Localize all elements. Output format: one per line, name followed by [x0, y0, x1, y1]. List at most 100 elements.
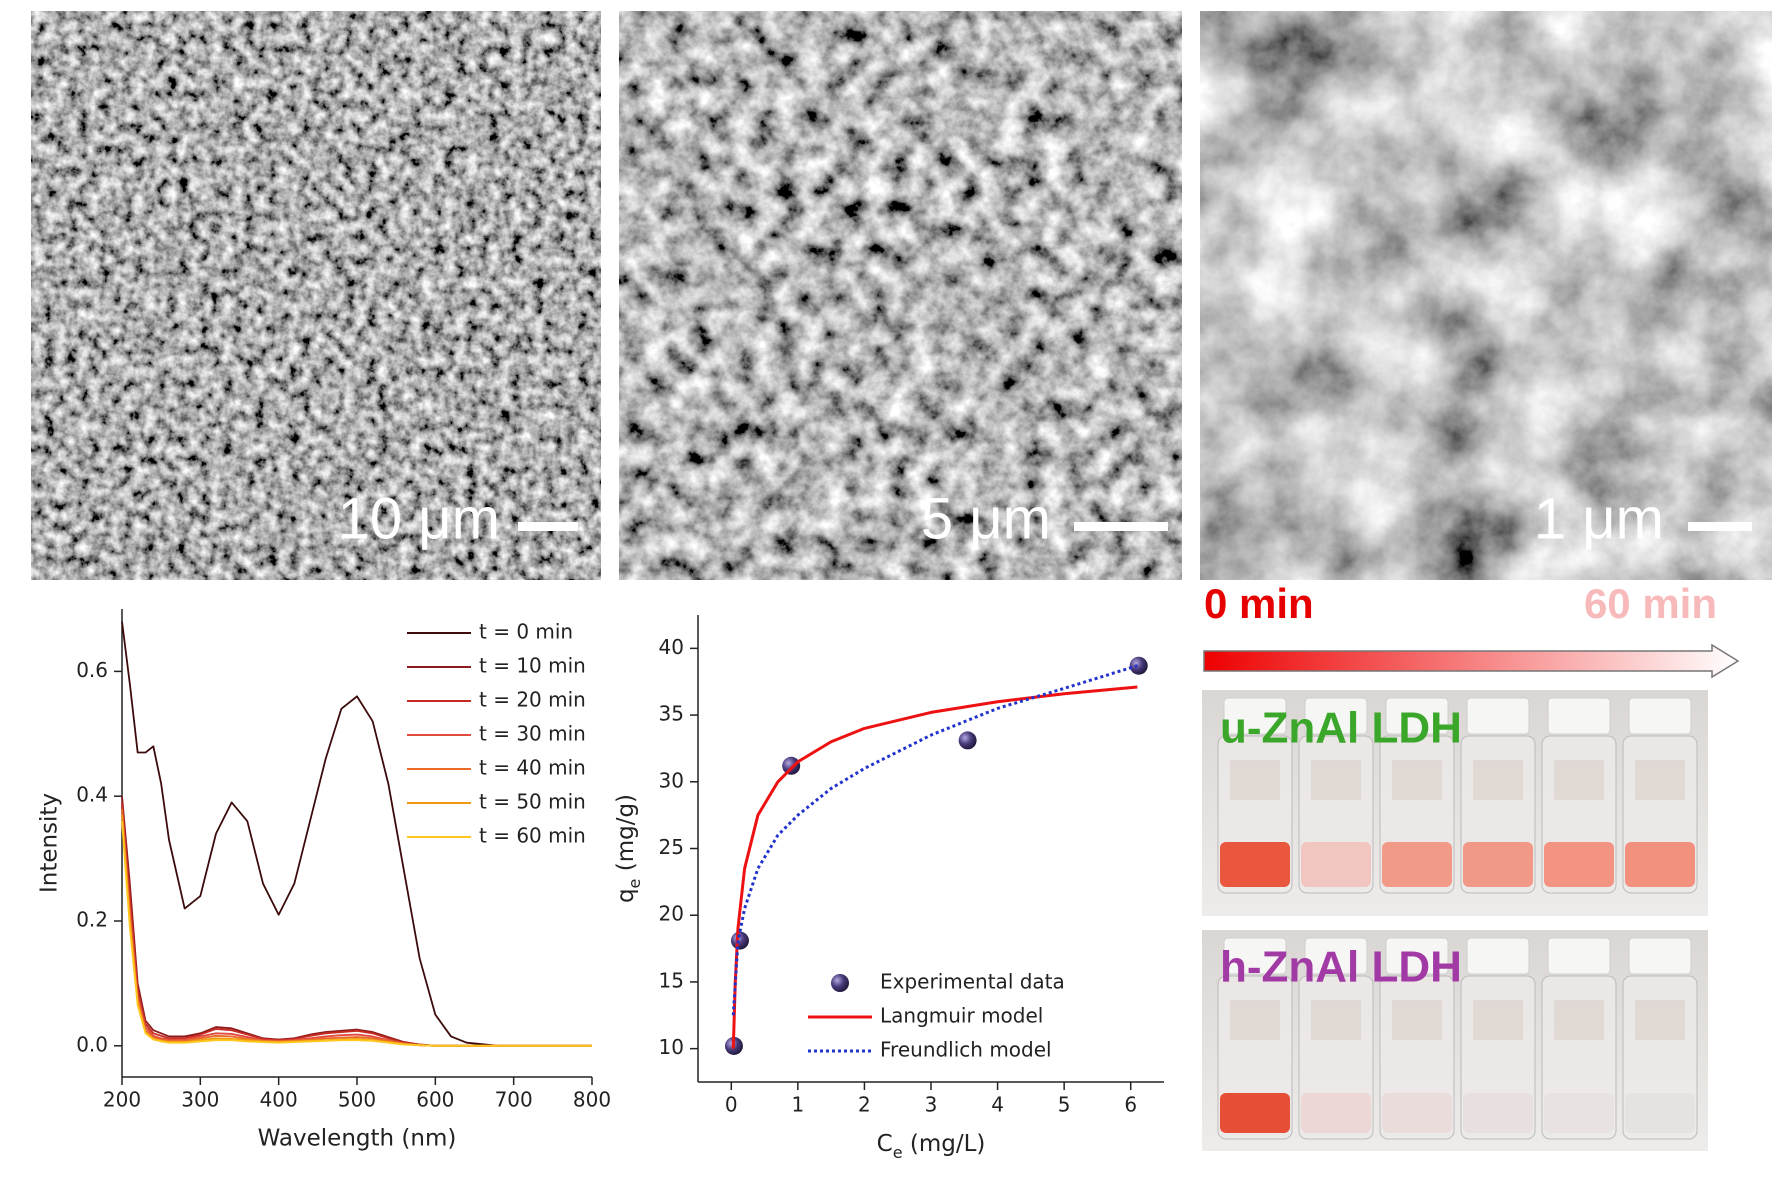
vial-liquid	[1220, 842, 1290, 887]
color-bar-end: 60 min	[1584, 580, 1717, 627]
series-line	[121, 814, 592, 1047]
legend-label: t = 30 min	[479, 722, 586, 746]
y-tick-label: 15	[659, 968, 684, 992]
vial-tag	[1635, 760, 1685, 800]
vial-cap	[1466, 937, 1530, 975]
vial-tag	[1473, 1000, 1523, 1040]
series-line	[731, 664, 1138, 1016]
vial-liquid	[1625, 842, 1695, 887]
scale-bar	[1074, 522, 1168, 531]
x-tick-label: 500	[338, 1088, 376, 1112]
vial-liquid	[1463, 1093, 1533, 1133]
x-tick-label: 600	[416, 1088, 454, 1112]
time-arrow	[1203, 643, 1740, 679]
vial-cap	[1304, 937, 1368, 975]
vial-tag	[1392, 760, 1442, 800]
legend-marker	[831, 974, 849, 992]
y-axis-label: qe (mg/g)	[613, 794, 645, 903]
vial-liquid	[1301, 1093, 1371, 1133]
photo-label: h-ZnAl LDH	[1220, 943, 1462, 992]
x-tick-label: 4	[991, 1093, 1004, 1117]
y-tick-label: 0.6	[76, 658, 108, 682]
y-axis-label-part: e	[625, 879, 644, 889]
x-tick-label: 5	[1058, 1093, 1071, 1117]
vial-liquid	[1382, 842, 1452, 887]
scale-bar	[1688, 522, 1752, 531]
x-tick-label: 200	[103, 1088, 141, 1112]
color-bar-start: 0 min	[1204, 580, 1314, 627]
x-axis-label-part: e	[893, 1143, 903, 1162]
legend-label: t = 50 min	[479, 790, 586, 814]
vial-cap	[1385, 937, 1449, 975]
legend-label: Freundlich model	[880, 1038, 1052, 1062]
micrograph: 1 μm	[1200, 11, 1772, 580]
y-axis-label-part: (mg/g)	[613, 794, 639, 879]
vial-tag	[1554, 1000, 1604, 1040]
vial-cap	[1628, 697, 1692, 735]
micrograph: 5 μm	[619, 11, 1182, 580]
vial-liquid	[1463, 842, 1533, 887]
scale-bar-label: 1 μm	[1534, 486, 1664, 551]
x-axis-label: Ce (mg/L)	[877, 1131, 986, 1163]
x-tick-label: 6	[1124, 1093, 1137, 1117]
vial-cap	[1223, 697, 1287, 735]
x-tick-label: 800	[573, 1088, 611, 1112]
x-axis-label-part: C	[877, 1131, 893, 1157]
sem-image	[31, 11, 601, 580]
vial-tag	[1230, 1000, 1280, 1040]
vial-cap	[1385, 697, 1449, 735]
photo: u-ZnAl LDH	[1202, 690, 1708, 916]
vial-cap	[1223, 937, 1287, 975]
x-tick-label: 300	[181, 1088, 219, 1112]
scale-bar	[518, 522, 578, 531]
legend-label: t = 10 min	[479, 654, 586, 678]
x-tick-label: 0	[725, 1093, 738, 1117]
legend-label: Langmuir model	[880, 1004, 1043, 1028]
y-tick-label: 0.2	[76, 908, 108, 932]
y-axis-label: Intensity	[37, 793, 63, 893]
data-point	[782, 756, 801, 775]
vial-liquid	[1625, 1093, 1695, 1133]
data-point	[958, 731, 977, 750]
y-tick-label: 25	[659, 835, 684, 859]
vial-cap	[1547, 697, 1611, 735]
vial-cap	[1466, 697, 1530, 735]
x-tick-label: 2	[858, 1093, 871, 1117]
vial-cap	[1547, 937, 1611, 975]
y-axis-label-part: q	[613, 888, 639, 903]
vial-tag	[1230, 760, 1280, 800]
vial-liquid	[1382, 1093, 1452, 1133]
scale-bar-label: 5 μm	[921, 486, 1051, 551]
vial-tag	[1311, 1000, 1361, 1040]
y-tick-label: 30	[659, 768, 684, 792]
x-tick-label: 400	[260, 1088, 298, 1112]
vial-liquid	[1301, 842, 1371, 887]
legend-label: Experimental data	[880, 970, 1065, 994]
vial-liquid	[1544, 1093, 1614, 1133]
legend-label: t = 60 min	[479, 824, 586, 848]
sem-image	[619, 11, 1182, 580]
data-point	[1129, 656, 1148, 675]
x-tick-label: 3	[925, 1093, 938, 1117]
vial-cap	[1628, 937, 1692, 975]
x-tick-label: 1	[791, 1093, 804, 1117]
y-tick-label: 35	[659, 702, 684, 726]
legend-label: t = 40 min	[479, 756, 586, 780]
x-axis-label-part: (mg/L)	[903, 1131, 986, 1157]
vial-tag	[1473, 760, 1523, 800]
chart: 200 300 400 500 600 700 800 0.0 0.2 0.4 0.6 Wavelen…	[37, 609, 611, 1152]
series-line	[121, 821, 592, 1047]
x-axis-label: Wavelength (nm)	[258, 1126, 457, 1152]
vial-liquid	[1544, 842, 1614, 887]
vial-liquid	[1220, 1093, 1290, 1133]
vial-tag	[1311, 760, 1361, 800]
photo: h-ZnAl LDH	[1202, 930, 1708, 1151]
charts: 200 300 400 500 600 700 8000.00.20.40.6Wavelen…	[37, 609, 1164, 1163]
series-line	[121, 621, 592, 1047]
y-tick-label: 0.4	[76, 783, 108, 807]
sem-image	[1200, 11, 1772, 580]
series-line	[731, 685, 1138, 1049]
vial-tag	[1554, 760, 1604, 800]
